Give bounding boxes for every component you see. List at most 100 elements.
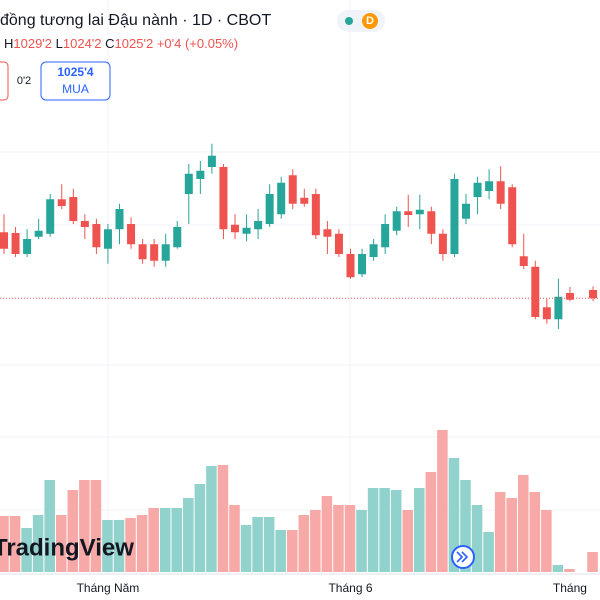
candle-body [508, 187, 517, 245]
volume-bar [460, 480, 471, 572]
candle-body [277, 182, 286, 215]
ohlc-value: 1025'2 [115, 36, 154, 51]
candle-body [34, 230, 43, 237]
volume-bar [217, 465, 229, 572]
volume-bar [79, 480, 90, 572]
ohlc-label: C [105, 36, 114, 51]
volume-bar [483, 532, 494, 572]
candle-body [531, 266, 540, 317]
candle-body [427, 211, 436, 234]
ohlc-line: H1029'2 L1024'2 C1025'2 +0'4 (+0.05%) [4, 36, 238, 51]
volume-bar [125, 518, 136, 572]
watermark: TradingView [0, 534, 134, 561]
candle-body [392, 211, 401, 231]
x-axis: Tháng Năm Tháng 6 Tháng [77, 581, 587, 595]
candle-body [11, 233, 20, 254]
ohlc-change: +0'4 (+0.05%) [157, 36, 238, 51]
volume-bar [148, 508, 159, 572]
candle-body [184, 173, 193, 194]
volume-bar [298, 515, 310, 572]
candle-body [589, 290, 598, 299]
candle-body [103, 229, 112, 249]
candle-body [462, 203, 470, 219]
volume-bar [32, 515, 44, 572]
spread: 0'2 [17, 75, 31, 87]
candle-body [565, 293, 574, 300]
candle-body [254, 221, 263, 230]
candle-body [92, 224, 101, 248]
candle-body [242, 227, 251, 234]
volume-bar [229, 505, 240, 572]
candle-body [369, 244, 378, 257]
volume-bar [21, 528, 32, 572]
candle-body [485, 181, 494, 191]
volume-bar [402, 510, 414, 572]
volume-bar [437, 430, 448, 572]
candle-body [554, 296, 563, 320]
volume-bar [194, 484, 206, 572]
buy-button[interactable] [40, 61, 111, 101]
candle-body [346, 254, 355, 278]
volume-bar [552, 565, 564, 572]
candle-body [323, 229, 332, 237]
candle-body [265, 194, 274, 224]
volume-bar [159, 508, 171, 572]
volume-bar [356, 510, 367, 572]
candle-body [415, 209, 424, 215]
candle-body [496, 181, 505, 204]
volume-bar [275, 530, 286, 572]
volume-bar [55, 515, 67, 572]
volume-bar [286, 530, 298, 572]
volume-layer [0, 430, 598, 572]
volume-bar [9, 516, 21, 572]
buy-price[interactable]: 1025'4 [57, 65, 94, 79]
candle-body [23, 239, 32, 254]
candle-body [127, 224, 136, 245]
x-tick-label: Tháng [553, 581, 587, 595]
volume-bar [113, 520, 125, 572]
volume-bar [390, 490, 402, 572]
volume-bar [333, 505, 344, 572]
candle-body [404, 211, 413, 215]
candle-body [219, 167, 228, 230]
candle-body [381, 224, 390, 248]
volume-bar [183, 498, 194, 572]
market-open-dot [345, 17, 353, 25]
volume-bar [587, 552, 598, 572]
volume-bar [379, 488, 390, 572]
candle-body [69, 197, 78, 221]
delay-badge: D [366, 15, 374, 27]
candle-body [150, 244, 159, 261]
candle-body [358, 254, 367, 275]
volume-bar [529, 492, 541, 572]
candle-body [173, 227, 182, 248]
volume-bar [541, 510, 552, 572]
volume-bar [471, 505, 483, 572]
button-icon[interactable] [456, 551, 469, 563]
ohlc-label: H [4, 36, 13, 51]
candle-layer [0, 143, 600, 329]
buy-label[interactable]: MUA [62, 82, 89, 96]
volume-bar [0, 516, 9, 572]
ohlc-label: L [56, 36, 63, 51]
volume-bar [517, 475, 529, 572]
volume-bar [263, 517, 275, 572]
scroll-button[interactable] [451, 545, 475, 569]
symbol-title: đồng tương lai Đậu nành · 1D · CBOT [0, 12, 271, 29]
candle-body [0, 232, 8, 249]
volume-bar [206, 466, 217, 572]
volume-bar [564, 569, 575, 572]
sell-button[interactable] [0, 61, 9, 101]
candle-body [300, 197, 309, 204]
candle-body [288, 175, 297, 204]
volume-bar [310, 510, 321, 572]
badge-circle [362, 13, 378, 29]
volume-bar [44, 480, 55, 572]
volume-bar [102, 520, 113, 572]
candle-body [57, 199, 66, 206]
volume-bar [136, 515, 148, 572]
candle-body [46, 199, 55, 234]
volume-bar [367, 488, 379, 572]
candle-body [138, 244, 147, 260]
